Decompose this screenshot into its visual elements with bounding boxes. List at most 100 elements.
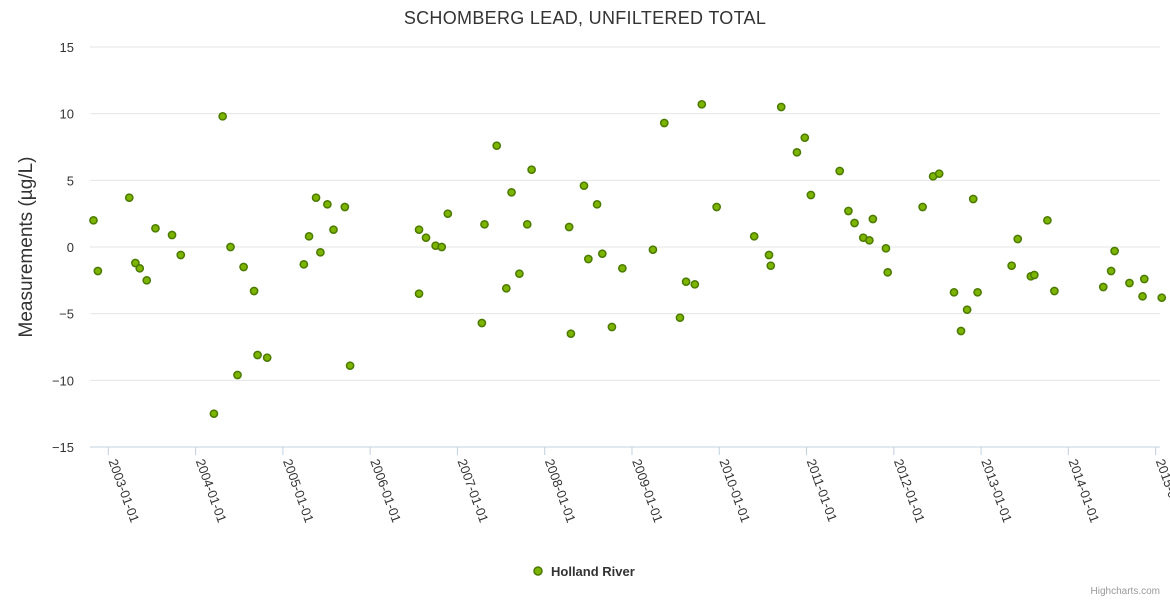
data-point[interactable] <box>607 322 617 332</box>
y-tick-label: 5 <box>67 173 74 188</box>
data-point[interactable] <box>592 199 602 209</box>
data-point[interactable] <box>1110 246 1119 256</box>
data-point[interactable] <box>1157 293 1167 303</box>
data-point[interactable] <box>142 275 152 285</box>
data-point[interactable] <box>681 277 691 287</box>
data-point[interactable] <box>850 218 859 228</box>
data-point[interactable] <box>340 202 350 212</box>
data-point[interactable] <box>443 209 453 219</box>
data-point[interactable] <box>492 141 502 151</box>
x-tick-label: 2009-01-01 <box>629 457 666 525</box>
data-point[interactable] <box>675 313 685 323</box>
data-point[interactable] <box>480 219 489 229</box>
data-point[interactable] <box>151 223 160 233</box>
data-point[interactable] <box>579 181 589 191</box>
data-point[interactable] <box>881 243 891 253</box>
legend-item-holland-river[interactable]: Holland River <box>551 564 635 579</box>
data-point[interactable] <box>522 219 532 229</box>
data-point[interactable] <box>697 99 707 109</box>
data-point[interactable] <box>1125 278 1134 288</box>
data-point[interactable] <box>690 279 700 289</box>
data-point[interactable] <box>648 245 658 255</box>
x-tick-label: 2011-01-01 <box>804 457 841 524</box>
data-point[interactable] <box>501 283 511 293</box>
data-point[interactable] <box>973 287 982 297</box>
data-point[interactable] <box>421 233 431 243</box>
data-point[interactable] <box>209 409 219 419</box>
data-point[interactable] <box>766 261 776 271</box>
data-point[interactable] <box>865 235 874 245</box>
y-tick-label: 15 <box>60 40 74 55</box>
data-point[interactable] <box>167 230 177 240</box>
data-point[interactable] <box>515 269 524 279</box>
data-point[interactable] <box>1106 266 1116 276</box>
data-point[interactable] <box>949 287 959 297</box>
x-tick-label: 2012-01-01 <box>891 457 928 525</box>
data-point[interactable] <box>844 206 853 216</box>
data-point[interactable] <box>89 215 98 225</box>
y-tick-label: 0 <box>67 240 74 255</box>
data-point[interactable] <box>345 361 355 371</box>
data-point[interactable] <box>883 267 893 277</box>
data-point[interactable] <box>918 202 927 212</box>
data-point[interactable] <box>176 250 186 260</box>
data-point[interactable] <box>414 289 424 299</box>
data-point[interactable] <box>249 286 259 296</box>
data-point[interactable] <box>597 249 607 259</box>
data-point[interactable] <box>239 262 248 272</box>
data-point[interactable] <box>868 214 878 224</box>
legend-marker <box>533 566 543 576</box>
data-point[interactable] <box>253 350 262 360</box>
data-point[interactable] <box>1138 291 1147 301</box>
data-point[interactable] <box>135 263 145 273</box>
data-point[interactable] <box>659 118 669 128</box>
data-point[interactable] <box>806 190 816 200</box>
data-point[interactable] <box>262 353 272 363</box>
x-tick-label: 2004-01-01 <box>193 457 230 525</box>
data-point[interactable] <box>566 329 576 339</box>
data-point[interactable] <box>1139 274 1149 284</box>
data-point[interactable] <box>437 242 447 252</box>
data-point[interactable] <box>131 258 140 268</box>
data-point[interactable] <box>800 133 810 143</box>
data-point[interactable] <box>507 187 516 197</box>
data-point[interactable] <box>934 169 944 179</box>
data-point[interactable] <box>956 326 966 336</box>
data-point[interactable] <box>764 250 774 260</box>
data-point[interactable] <box>329 225 338 235</box>
data-point[interactable] <box>968 194 978 204</box>
data-point[interactable] <box>1050 286 1059 296</box>
data-point[interactable] <box>1098 282 1108 292</box>
y-axis-label: Measurements (µg/L) <box>16 157 37 338</box>
data-point[interactable] <box>233 370 242 380</box>
y-gridlines <box>90 46 1160 381</box>
data-point[interactable] <box>93 266 103 276</box>
data-point[interactable] <box>749 231 759 241</box>
data-point[interactable] <box>226 242 235 252</box>
data-point[interactable] <box>1013 234 1023 244</box>
data-point[interactable] <box>962 305 972 315</box>
data-point[interactable] <box>304 231 314 241</box>
data-point[interactable] <box>311 193 321 203</box>
data-point[interactable] <box>776 102 786 112</box>
data-point[interactable] <box>527 165 536 175</box>
data-point[interactable] <box>564 222 574 232</box>
credits-link[interactable]: Highcharts.com <box>1091 586 1160 597</box>
legend[interactable]: Holland River <box>533 564 635 579</box>
data-point[interactable] <box>835 166 845 176</box>
data-point[interactable] <box>299 259 309 269</box>
data-point[interactable] <box>1029 270 1039 280</box>
data-point[interactable] <box>1043 215 1052 225</box>
data-point[interactable] <box>712 202 721 212</box>
data-point[interactable] <box>124 193 134 203</box>
data-point[interactable] <box>316 247 325 257</box>
data-point[interactable] <box>792 147 802 157</box>
data-point[interactable] <box>618 263 627 273</box>
data-point[interactable] <box>583 254 593 264</box>
x-tick-label: 2013-01-01 <box>978 457 1015 525</box>
data-point[interactable] <box>477 318 487 328</box>
data-point[interactable] <box>323 199 332 209</box>
data-point[interactable] <box>218 111 228 121</box>
data-point[interactable] <box>414 225 424 235</box>
data-point[interactable] <box>1007 261 1016 271</box>
